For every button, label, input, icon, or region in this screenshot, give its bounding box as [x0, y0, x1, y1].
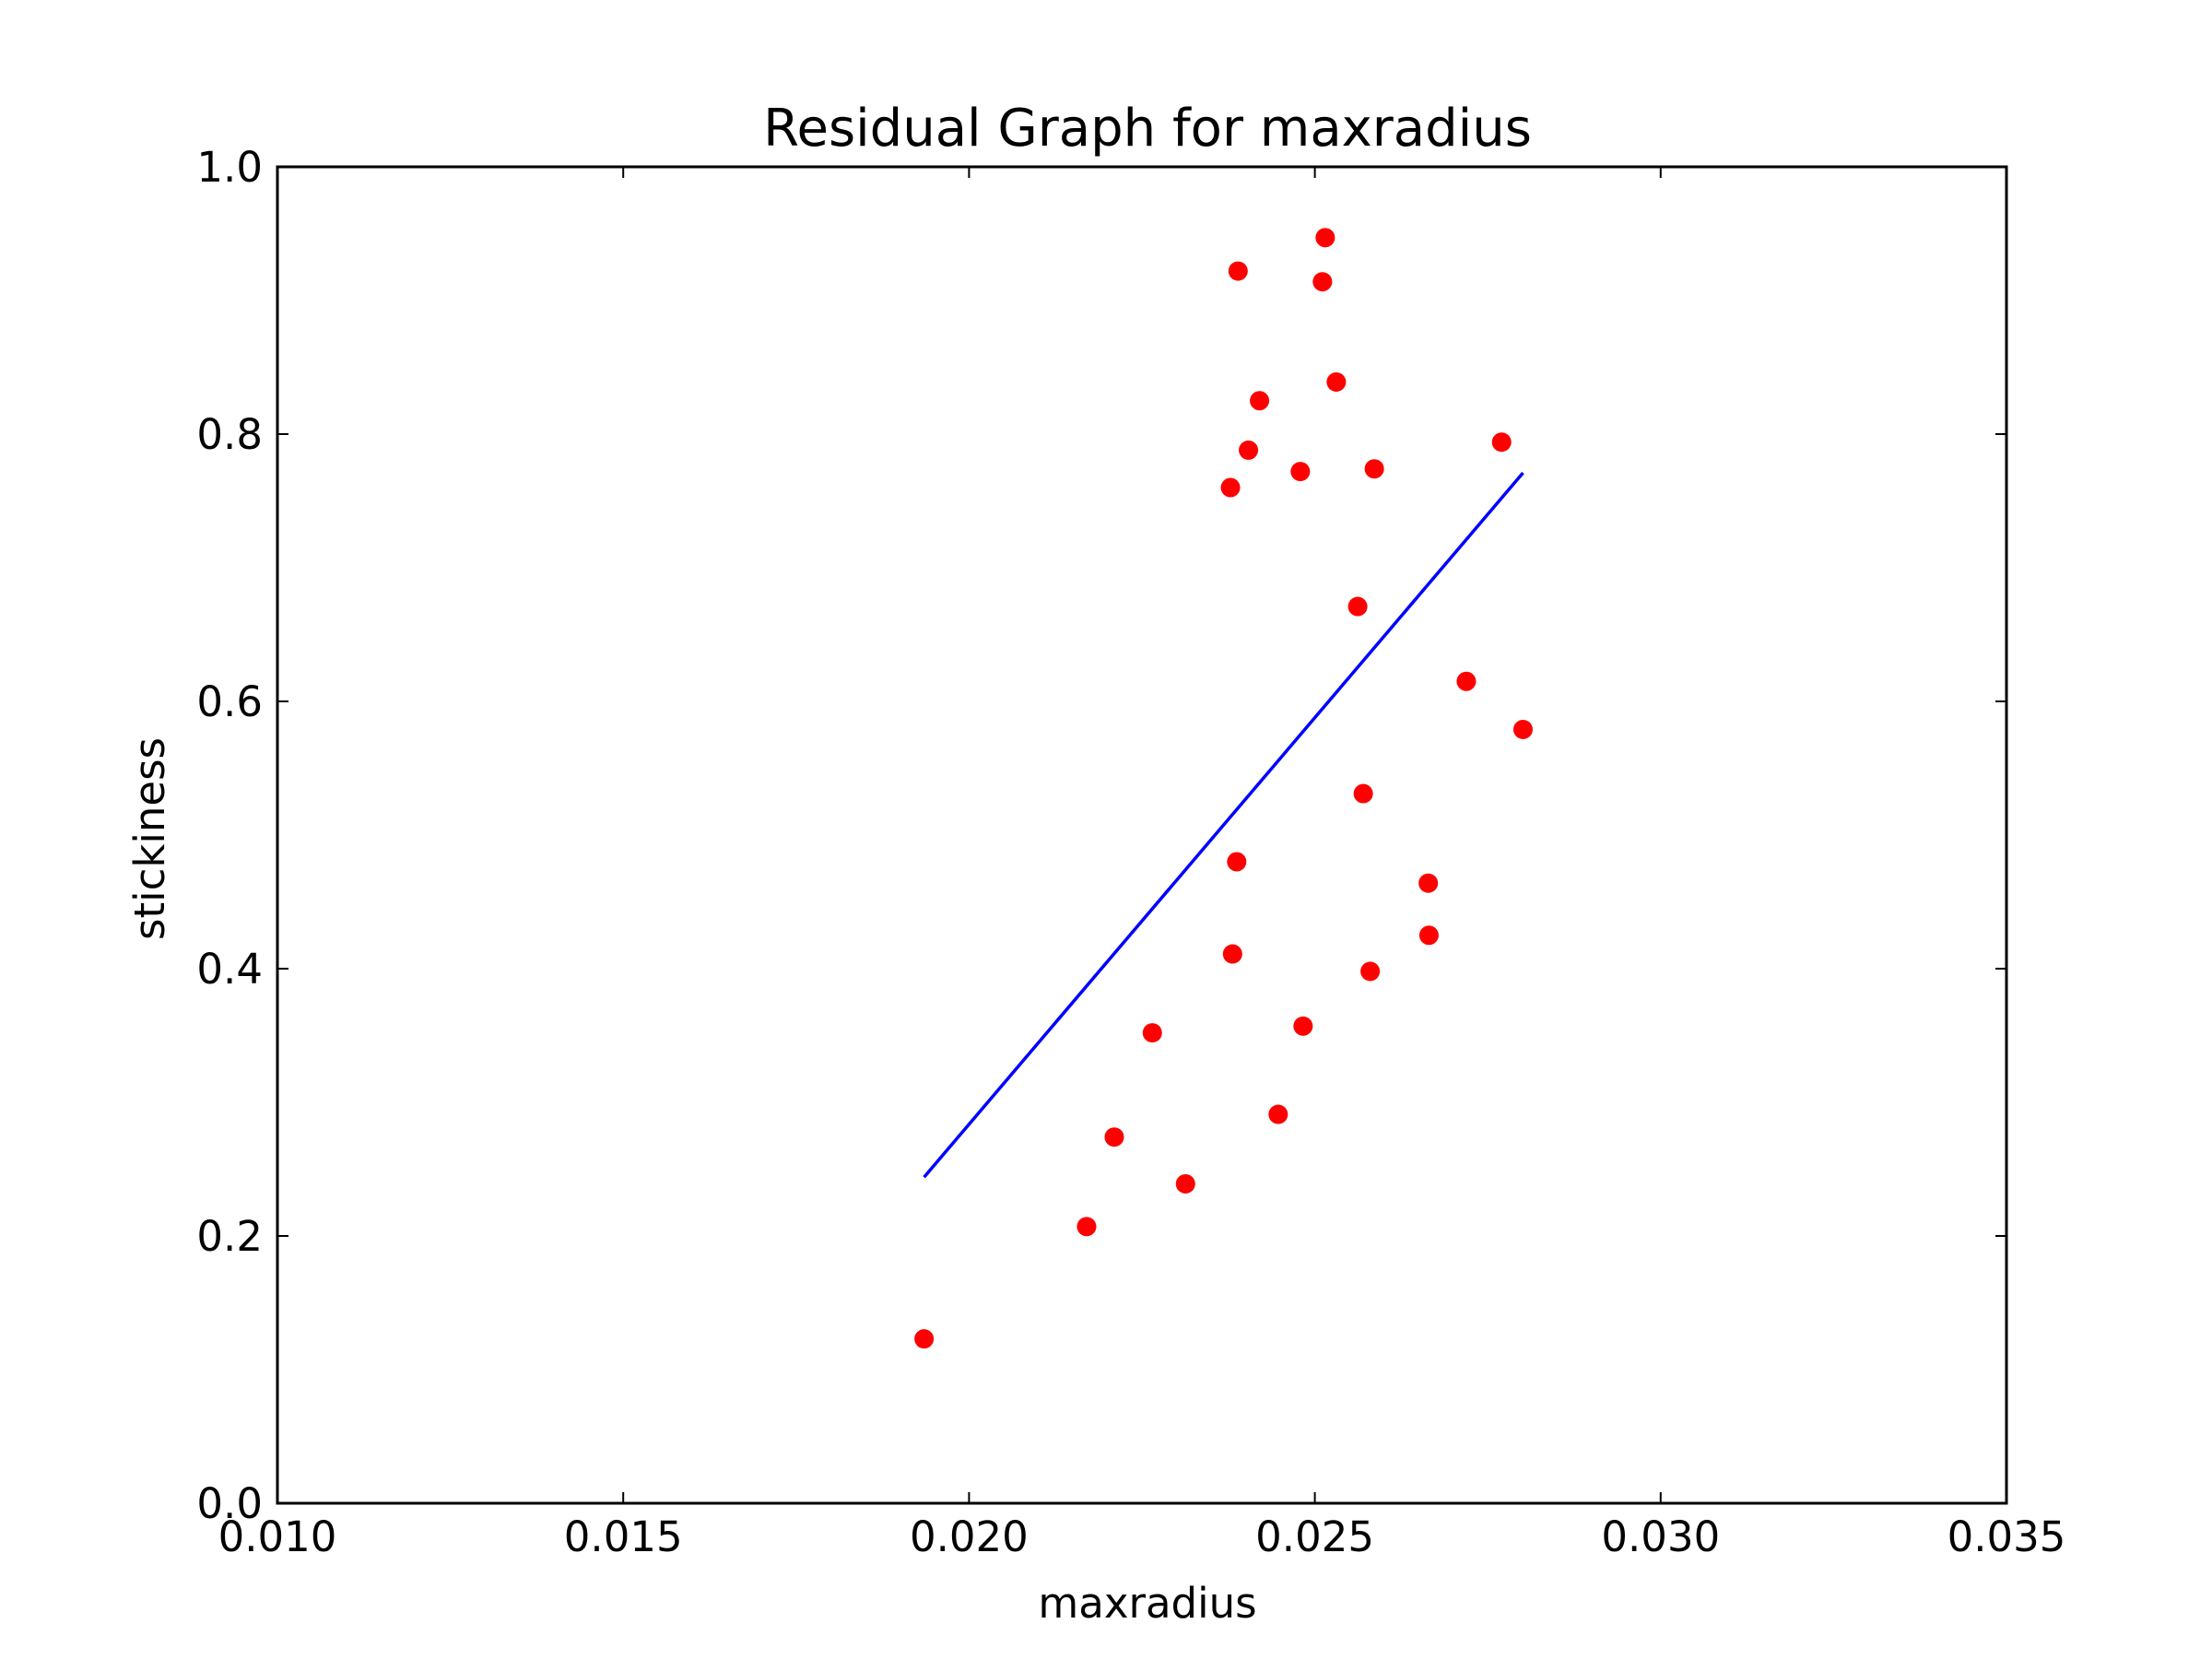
data-point: [1239, 440, 1259, 460]
plot-frame: [276, 165, 2008, 1505]
y-tick-label: 0.2: [196, 1212, 263, 1261]
x-tick-label: 0.015: [564, 1512, 683, 1561]
x-axis-label: maxradius: [1038, 1579, 1256, 1628]
data-point: [1512, 719, 1533, 739]
data-point: [1293, 1016, 1313, 1036]
data-point: [1250, 391, 1270, 411]
x-tick-label: 0.035: [1947, 1512, 2066, 1561]
data-point: [1268, 1104, 1288, 1124]
data-point: [1077, 1217, 1097, 1237]
y-axis-label: stickiness: [125, 737, 174, 940]
x-tick-label: 0.030: [1601, 1512, 1720, 1561]
data-series: [914, 228, 1533, 1349]
data-point: [1222, 944, 1242, 964]
data-point: [1227, 852, 1247, 872]
data-point: [1491, 432, 1512, 453]
data-point: [1418, 873, 1439, 893]
x-tick-label: 0.020: [910, 1512, 1029, 1561]
y-tick-label: 0.6: [196, 677, 263, 726]
axis-tick-labels: 0.010 0.015 0.020 0.025 0.030 0.035 0.0 0.2 0.4 0…: [196, 143, 2065, 1561]
fit-line: [923, 471, 1524, 1179]
data-point: [1220, 477, 1241, 498]
data-point: [1142, 1023, 1162, 1043]
plot-area: [276, 165, 2008, 1505]
x-tick-label: 0.025: [1255, 1512, 1374, 1561]
y-tick-label: 0.0: [196, 1479, 263, 1528]
data-point: [1353, 783, 1373, 804]
data-point: [1347, 596, 1368, 617]
data-point: [1290, 462, 1311, 482]
axis-ticks: [276, 166, 2007, 1504]
data-point: [1312, 272, 1333, 292]
data-point: [1360, 961, 1381, 982]
data-point: [1315, 228, 1335, 248]
chart-title: Residual Graph for maxradius: [763, 99, 1532, 159]
data-point: [1104, 1127, 1124, 1147]
data-point: [914, 1329, 935, 1349]
y-tick-label: 0.8: [196, 410, 263, 459]
y-tick-label: 0.4: [196, 945, 263, 994]
data-point: [1456, 671, 1477, 691]
y-tick-label: 1.0: [196, 143, 263, 192]
x-tick-label: 0.010: [218, 1512, 337, 1561]
data-point: [1364, 459, 1384, 479]
data-point: [1418, 925, 1439, 946]
data-point: [1326, 371, 1347, 392]
data-point: [1175, 1173, 1195, 1194]
data-point: [1228, 261, 1248, 281]
